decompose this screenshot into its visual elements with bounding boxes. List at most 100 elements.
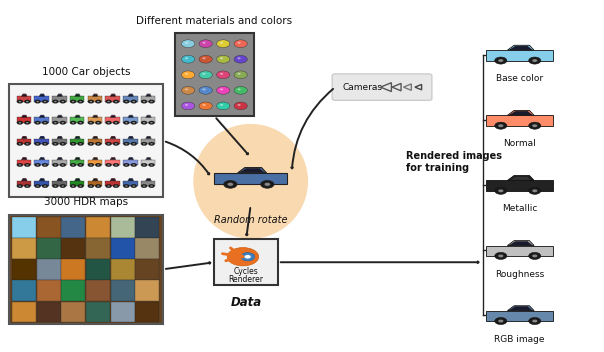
Polygon shape [128,136,133,139]
Bar [111,259,135,280]
Circle shape [234,40,248,48]
Circle shape [115,143,117,145]
Circle shape [107,101,110,102]
Circle shape [227,247,259,266]
Circle shape [95,121,101,125]
Circle shape [79,185,82,187]
Circle shape [149,142,155,146]
Bar [12,281,36,301]
Circle shape [106,142,112,146]
Circle shape [498,124,504,127]
Bar [486,115,553,126]
Circle shape [123,163,129,167]
Circle shape [181,40,195,48]
Circle shape [265,183,271,186]
Circle shape [123,100,129,103]
Circle shape [220,73,223,75]
Circle shape [95,100,101,103]
Circle shape [115,164,117,166]
Polygon shape [75,137,80,138]
Circle shape [34,142,40,146]
Circle shape [141,163,147,167]
Polygon shape [128,178,133,181]
Bar [34,139,49,144]
Bar [135,302,159,322]
Polygon shape [509,241,532,245]
Polygon shape [39,136,45,139]
Bar [86,259,110,280]
Circle shape [528,318,541,325]
Circle shape [143,101,146,102]
Polygon shape [111,94,115,96]
Polygon shape [128,158,133,159]
Circle shape [89,185,92,187]
Circle shape [130,184,137,188]
Circle shape [495,252,507,259]
Bar [70,139,85,144]
Circle shape [24,121,30,125]
Bar [141,181,155,186]
Bar [62,302,85,322]
Polygon shape [92,94,98,96]
Polygon shape [75,115,80,117]
Ellipse shape [193,124,308,239]
Text: Data: Data [231,296,262,309]
Circle shape [97,101,100,102]
Bar [37,302,60,322]
Circle shape [115,185,117,187]
Circle shape [498,254,504,258]
Circle shape [77,121,83,125]
Circle shape [181,102,195,110]
Polygon shape [57,115,63,118]
Circle shape [26,122,29,124]
Polygon shape [509,111,532,115]
Circle shape [17,184,23,188]
Bar [12,259,36,280]
Circle shape [17,142,23,146]
Circle shape [62,122,64,124]
Circle shape [141,100,147,103]
Polygon shape [146,115,151,117]
Circle shape [528,122,541,129]
Circle shape [95,184,101,188]
Text: Random rotate: Random rotate [214,215,288,225]
Polygon shape [146,115,152,118]
Circle shape [42,142,48,146]
Circle shape [19,101,21,102]
Circle shape [216,40,230,48]
Bar [70,181,85,186]
Polygon shape [39,115,45,118]
Polygon shape [39,157,45,160]
Circle shape [132,164,135,166]
Bar [106,160,120,165]
Circle shape [97,164,100,166]
Circle shape [60,142,66,146]
Polygon shape [146,137,151,138]
Polygon shape [93,137,98,138]
Polygon shape [22,94,27,96]
Polygon shape [21,136,27,139]
Circle shape [495,318,507,325]
Circle shape [216,102,230,110]
Polygon shape [237,168,266,173]
Circle shape [34,163,40,167]
Bar [123,139,138,144]
Circle shape [36,122,39,124]
Circle shape [199,40,213,48]
Bar [17,160,31,165]
Polygon shape [128,94,133,96]
Circle shape [79,122,82,124]
Bar [62,281,85,301]
Circle shape [141,184,147,188]
Polygon shape [146,158,151,159]
Circle shape [77,142,83,146]
Circle shape [125,101,128,102]
Circle shape [53,184,59,188]
Circle shape [34,184,40,188]
Circle shape [495,187,507,194]
Text: Roughness: Roughness [495,270,544,278]
Circle shape [60,184,66,188]
Circle shape [95,142,101,146]
Circle shape [95,163,101,167]
Polygon shape [74,178,80,181]
